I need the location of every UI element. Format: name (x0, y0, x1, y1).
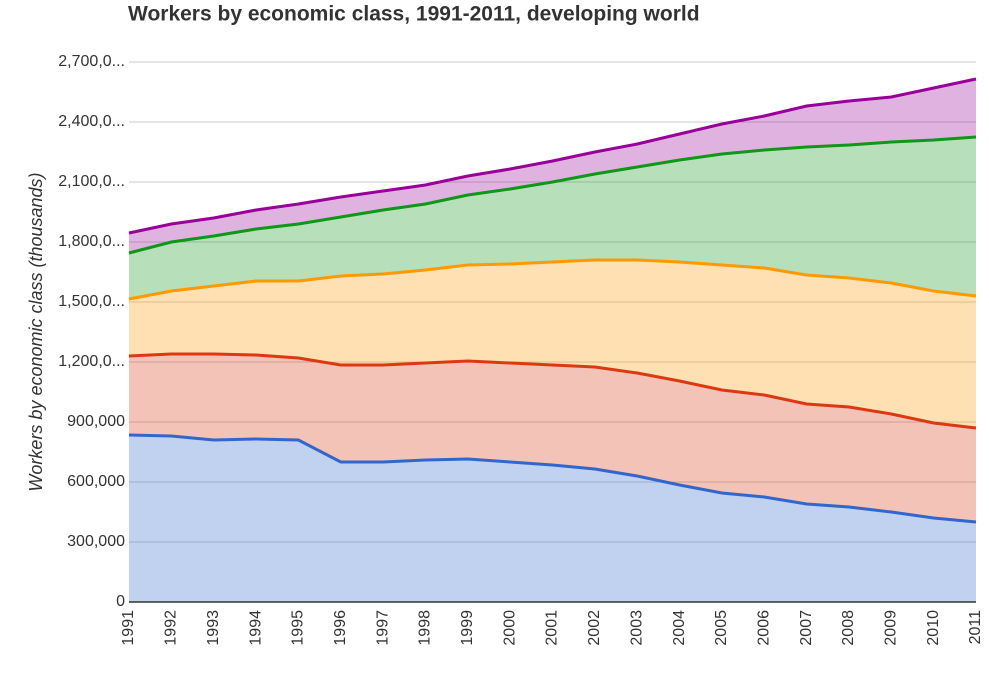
area-line (128, 77, 977, 235)
x-tick-label: 1993 (205, 610, 222, 646)
y-tick-label: 900,000 (67, 413, 125, 430)
x-tick-label: 2007 (798, 610, 815, 646)
x-tick-label: 1998 (417, 610, 434, 646)
area (129, 79, 976, 253)
x-tick-label: 2002 (586, 610, 603, 646)
x-tick-label: 2009 (883, 610, 900, 646)
y-tick-label: 2,700,0... (58, 53, 125, 70)
grid (129, 61, 976, 603)
area (129, 435, 976, 602)
chart-title: Workers by economic class, 1991-2011, de… (128, 3, 700, 26)
x-tick-label: 2001 (544, 610, 561, 646)
x-tick-label: 2010 (925, 610, 942, 646)
x-tick-label: 2005 (713, 610, 730, 646)
x-tick-label: 1999 (459, 610, 476, 646)
area-line (128, 433, 977, 524)
x-tick-label: 2011 (967, 610, 984, 645)
areas (129, 79, 976, 602)
x-tick-label: 1997 (374, 610, 391, 646)
x-tick-label: 2003 (628, 610, 645, 646)
area-line (128, 352, 977, 430)
x-tick-label: 1995 (290, 610, 307, 646)
x-tick-label: 2006 (755, 610, 772, 646)
x-tick-label: 1991 (120, 610, 137, 646)
y-tick-label: 2,400,0... (58, 113, 125, 130)
area (129, 260, 976, 428)
area-line (128, 135, 977, 255)
x-tick-label: 1996 (332, 610, 349, 646)
x-tick-label: 2000 (501, 610, 518, 646)
lines (128, 77, 977, 524)
x-tick-label: 1994 (247, 610, 264, 646)
y-tick-label: 1,200,0... (58, 353, 125, 370)
y-tick-label: 1,800,0... (58, 233, 125, 250)
y-tick-label: 300,000 (67, 533, 125, 550)
area (129, 137, 976, 299)
x-tick-label: 2008 (840, 610, 857, 646)
y-tick-label: 1,500,0... (58, 293, 125, 310)
x-tick-label: 1992 (163, 610, 180, 646)
x-tick-label: 2004 (671, 610, 688, 646)
y-tick-label: 0 (116, 593, 125, 610)
y-tick-label: 2,100,0... (58, 173, 125, 190)
y-tick-label: 600,000 (67, 473, 125, 490)
y-axis-label: Workers by economic class (thousands) (26, 172, 46, 491)
area-line (128, 258, 977, 301)
